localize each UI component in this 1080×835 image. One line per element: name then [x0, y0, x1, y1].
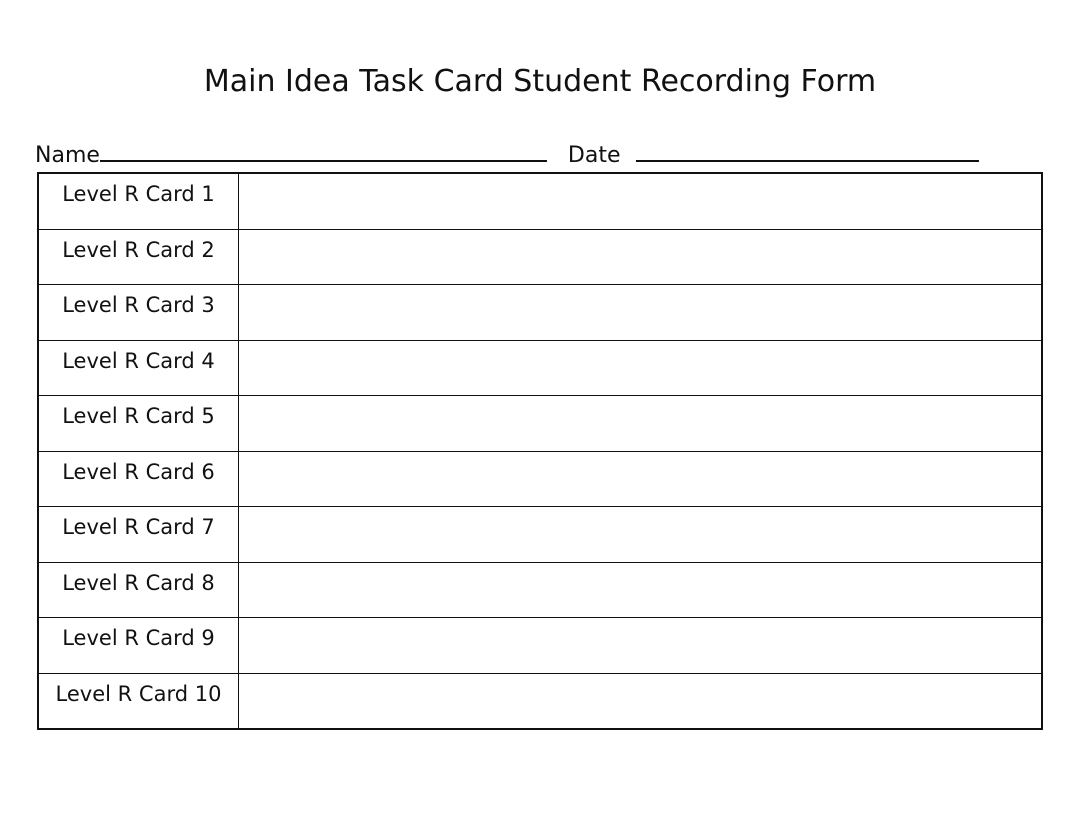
- card-label: Level R Card 7: [37, 506, 239, 563]
- answer-cell[interactable]: [238, 561, 1043, 618]
- table-row: Level R Card 4: [37, 339, 1043, 396]
- page-title: Main Idea Task Card Student Recording Fo…: [203, 64, 877, 99]
- table-row: Level R Card 10: [37, 672, 1043, 730]
- answer-cell[interactable]: [238, 228, 1043, 285]
- table-row: Level R Card 7: [37, 506, 1043, 563]
- card-label: Level R Card 8: [37, 561, 239, 618]
- answer-cell[interactable]: [238, 450, 1043, 507]
- answer-cell[interactable]: [238, 284, 1043, 341]
- answer-cell[interactable]: [238, 172, 1043, 230]
- card-label: Level R Card 3: [37, 284, 239, 341]
- table-row: Level R Card 8: [37, 561, 1043, 618]
- name-field[interactable]: [99, 140, 547, 162]
- date-label: Date: [567, 143, 621, 168]
- card-label: Level R Card 4: [37, 339, 239, 396]
- answer-cell[interactable]: [238, 672, 1043, 730]
- name-label: Name: [35, 143, 100, 168]
- card-label: Level R Card 5: [37, 395, 239, 452]
- table-row: Level R Card 3: [37, 284, 1043, 341]
- date-field[interactable]: [635, 140, 979, 162]
- card-label: Level R Card 6: [37, 450, 239, 507]
- card-label: Level R Card 9: [37, 617, 239, 674]
- card-label: Level R Card 1: [37, 172, 239, 230]
- table-row: Level R Card 5: [37, 395, 1043, 452]
- card-label: Level R Card 10: [37, 672, 239, 730]
- answer-cell[interactable]: [238, 339, 1043, 396]
- answer-cell[interactable]: [238, 617, 1043, 674]
- table-row: Level R Card 1: [37, 172, 1043, 230]
- table-row: Level R Card 2: [37, 228, 1043, 285]
- name-date-row: Name Date: [35, 140, 979, 168]
- recording-table: Level R Card 1 Level R Card 2 Level R Card…: [37, 172, 1043, 730]
- answer-cell[interactable]: [238, 395, 1043, 452]
- card-label: Level R Card 2: [37, 228, 239, 285]
- table-row: Level R Card 6: [37, 450, 1043, 507]
- answer-cell[interactable]: [238, 506, 1043, 563]
- table-row: Level R Card 9: [37, 617, 1043, 674]
